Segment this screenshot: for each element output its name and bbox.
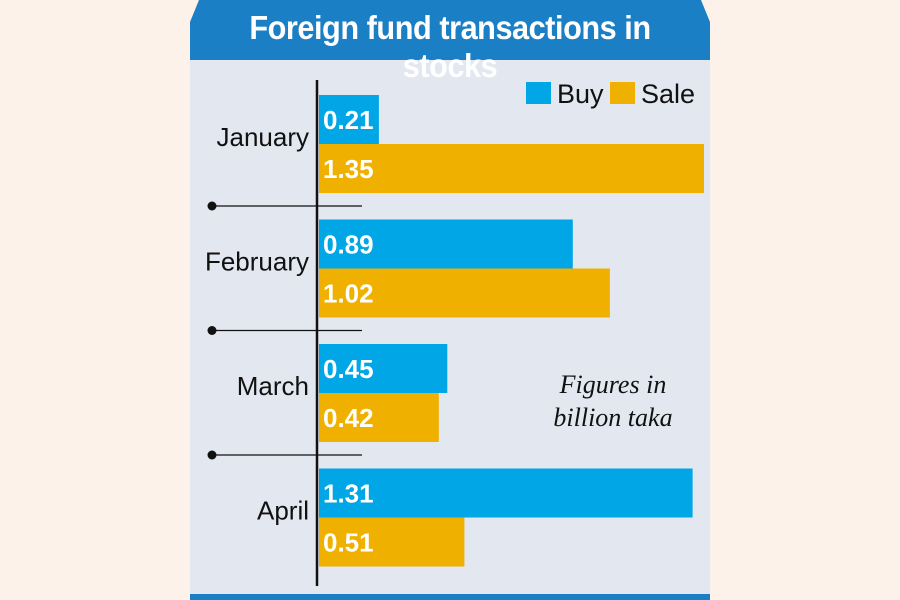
bar-label-buy-february: 0.89	[323, 230, 374, 260]
bar-label-sale-february: 1.02	[323, 279, 374, 309]
bar-label-buy-january: 0.21	[323, 105, 374, 135]
separator-dot-1	[207, 201, 217, 211]
bar-buy-february	[319, 219, 573, 269]
chart-title: Foreign fund transactions in stocks	[249, 9, 651, 84]
legend-label-sale: Sale	[641, 79, 695, 109]
bar-label-buy-april: 1.31	[323, 479, 374, 509]
title-bar: Foreign fund transactions in stocks	[190, 0, 710, 84]
bar-buy-march	[319, 344, 448, 393]
category-label-february: February	[205, 247, 309, 277]
units-note: Figures in billion taka	[538, 368, 688, 434]
bar-label-sale-january: 1.35	[323, 154, 374, 184]
bar-buy-april	[319, 468, 693, 518]
bottom-strip	[190, 594, 710, 600]
legend-label-buy: Buy	[557, 79, 604, 109]
bar-sale-january	[319, 144, 704, 193]
bar-buy-january	[319, 95, 379, 144]
infographic-card: Foreign fund transactions in stocks 0.21…	[190, 0, 710, 600]
bar-label-buy-march: 0.45	[323, 354, 374, 384]
category-label-march: March	[237, 371, 309, 401]
separator-dot-2	[207, 326, 217, 335]
legend-swatch-sale	[610, 82, 635, 104]
separator-dot-3	[207, 450, 217, 460]
bar-sale-april	[319, 517, 465, 567]
bar-label-sale-april: 0.51	[323, 528, 374, 558]
bar-sale-march	[319, 393, 439, 442]
bar-label-sale-march: 0.42	[323, 403, 374, 433]
category-label-april: April	[257, 496, 309, 526]
units-note-line-2: billion taka	[553, 403, 673, 432]
units-note-line-1: Figures in	[559, 370, 667, 399]
legend-swatch-buy	[526, 82, 551, 104]
bar-chart: 0.21 1.35 January 0.89 1.02 February 0.45 0.42 M…	[205, 79, 704, 586]
category-label-january: January	[217, 122, 310, 152]
bar-sale-february	[319, 268, 610, 318]
